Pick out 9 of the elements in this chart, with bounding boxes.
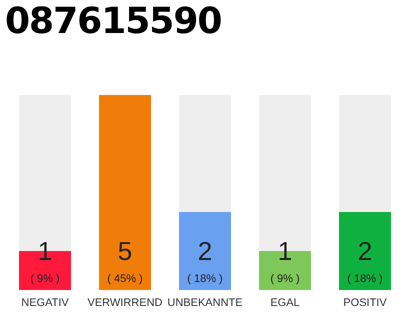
chart-title: 087615590 <box>5 0 222 44</box>
data-label: 2 ( 18% ) <box>347 236 383 285</box>
x-tick-label: VERWIRREND <box>88 296 163 309</box>
x-tick-label: POSITIV <box>343 296 388 309</box>
data-label: 2 ( 18% ) <box>187 236 223 285</box>
x-tick-label: NEGATIV <box>21 296 70 309</box>
x-tick-label: UNBEKANNTE <box>167 296 243 309</box>
data-label: 5 ( 45% ) <box>107 236 143 285</box>
x-tick-label: EGAL <box>270 296 300 309</box>
